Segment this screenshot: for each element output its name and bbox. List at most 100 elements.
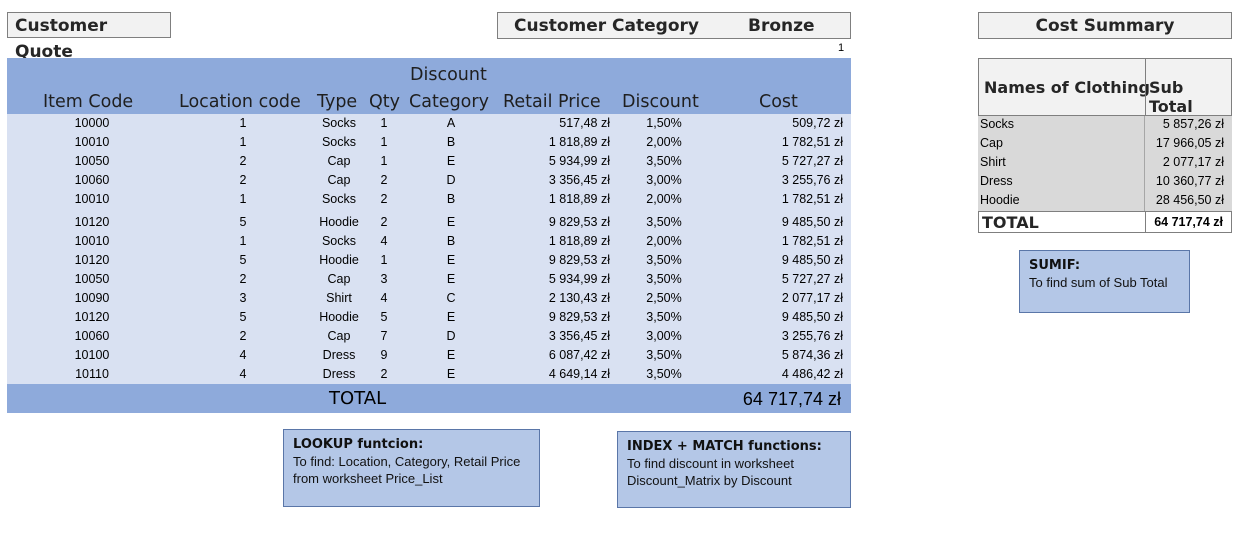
cell-qty[interactable]: 1	[380, 135, 388, 149]
cell-qty[interactable]: 7	[380, 329, 388, 343]
cell-qty[interactable]: 5	[380, 310, 388, 324]
cell-type[interactable]: Socks	[321, 116, 357, 130]
cell-discount[interactable]: 3,00%	[646, 173, 682, 187]
cell-location-code[interactable]: 5	[239, 215, 247, 229]
cell-item-code[interactable]: 10100	[74, 348, 110, 362]
cell-location-code[interactable]: 5	[239, 310, 247, 324]
cell-discount-category[interactable]: B	[446, 135, 456, 149]
cell-location-code[interactable]: 5	[239, 253, 247, 267]
cell-cost[interactable]: 509,72 zł	[792, 116, 843, 130]
cell-cost[interactable]: 9 485,50 zł	[781, 310, 843, 324]
cell-cost[interactable]: 1 782,51 zł	[781, 135, 843, 149]
cell-qty[interactable]: 1	[380, 154, 388, 168]
customer-category-value[interactable]: Bronze	[748, 16, 815, 36]
cell-item-code[interactable]: 10120	[74, 253, 110, 267]
cell-qty[interactable]: 2	[380, 367, 388, 381]
cell-item-code[interactable]: 10010	[74, 135, 110, 149]
cell-discount[interactable]: 2,50%	[646, 291, 682, 305]
summary-total-value[interactable]: 64 717,74 zł	[1154, 215, 1223, 229]
cell-type[interactable]: Cap	[327, 173, 351, 187]
cell-discount-category[interactable]: E	[446, 253, 456, 267]
cell-type[interactable]: Cap	[327, 329, 351, 343]
cell-location-code[interactable]: 3	[239, 291, 247, 305]
cell-discount-category[interactable]: D	[446, 329, 456, 343]
cell-discount-category[interactable]: B	[446, 192, 456, 206]
summary-cell-subtotal[interactable]: 17 966,05 zł	[1155, 136, 1224, 150]
cell-item-code[interactable]: 10060	[74, 329, 110, 343]
cell-cost[interactable]: 4 486,42 zł	[781, 367, 843, 381]
cell-item-code[interactable]: 10050	[74, 154, 110, 168]
cell-cost[interactable]: 9 485,50 zł	[781, 215, 843, 229]
cell-cost[interactable]: 3 255,76 zł	[781, 173, 843, 187]
cell-cost[interactable]: 3 255,76 zł	[781, 329, 843, 343]
cell-cost[interactable]: 5 727,27 zł	[781, 154, 843, 168]
cell-item-code[interactable]: 10120	[74, 310, 110, 324]
cell-location-code[interactable]: 4	[239, 348, 247, 362]
cell-retail-price[interactable]: 3 356,45 zł	[548, 329, 610, 343]
cell-discount-category[interactable]: A	[446, 116, 456, 130]
cell-location-code[interactable]: 1	[239, 135, 247, 149]
cell-item-code[interactable]: 10060	[74, 173, 110, 187]
note-lookup-function[interactable]: LOOKUP funtcion: To find: Location, Cate…	[283, 429, 540, 507]
summary-cell-name[interactable]: Dress	[980, 174, 1013, 188]
cell-type[interactable]: Socks	[321, 135, 357, 149]
cell-type[interactable]: Hoodie	[319, 215, 359, 229]
cell-discount[interactable]: 3,00%	[646, 329, 682, 343]
cell-retail-price[interactable]: 9 829,53 zł	[548, 310, 610, 324]
summary-cell-subtotal[interactable]: 2 077,17 zł	[1162, 155, 1224, 169]
cell-retail-price[interactable]: 1 818,89 zł	[548, 135, 610, 149]
cell-retail-price[interactable]: 4 649,14 zł	[548, 367, 610, 381]
cell-location-code[interactable]: 1	[239, 116, 247, 130]
cell-location-code[interactable]: 1	[239, 234, 247, 248]
quote-total-value[interactable]: 64 717,74 zł	[742, 389, 841, 409]
cell-retail-price[interactable]: 517,48 zł	[559, 116, 610, 130]
cell-location-code[interactable]: 2	[239, 329, 247, 343]
cell-location-code[interactable]: 4	[239, 367, 247, 381]
cell-cost[interactable]: 9 485,50 zł	[781, 253, 843, 267]
cell-discount-category[interactable]: C	[446, 291, 456, 305]
cell-discount[interactable]: 3,50%	[646, 310, 682, 324]
cell-item-code[interactable]: 10120	[74, 215, 110, 229]
cell-retail-price[interactable]: 3 356,45 zł	[548, 173, 610, 187]
cell-qty[interactable]: 3	[380, 272, 388, 286]
cell-type[interactable]: Hoodie	[319, 253, 359, 267]
cell-item-code[interactable]: 10000	[74, 116, 110, 130]
cell-retail-price[interactable]: 2 130,43 zł	[548, 291, 610, 305]
cell-discount[interactable]: 3,50%	[646, 367, 682, 381]
note-sumif-function[interactable]: SUMIF: To find sum of Sub Total	[1019, 250, 1190, 313]
cell-cost[interactable]: 5 874,36 zł	[781, 348, 843, 362]
cell-cost[interactable]: 5 727,27 zł	[781, 272, 843, 286]
cell-discount[interactable]: 3,50%	[646, 253, 682, 267]
cell-location-code[interactable]: 2	[239, 272, 247, 286]
cell-location-code[interactable]: 2	[239, 173, 247, 187]
cell-discount[interactable]: 3,50%	[646, 215, 682, 229]
cell-retail-price[interactable]: 9 829,53 zł	[548, 253, 610, 267]
cell-cost[interactable]: 2 077,17 zł	[781, 291, 843, 305]
cell-qty[interactable]: 2	[380, 192, 388, 206]
summary-cell-name[interactable]: Shirt	[980, 155, 1006, 169]
cell-qty[interactable]: 4	[380, 291, 388, 305]
note-index-match-functions[interactable]: INDEX + MATCH functions: To find discoun…	[617, 431, 851, 508]
cell-discount-category[interactable]: B	[446, 234, 456, 248]
cell-type[interactable]: Dress	[322, 367, 356, 381]
cell-discount-category[interactable]: D	[446, 173, 456, 187]
cell-discount[interactable]: 2,00%	[646, 135, 682, 149]
cell-qty[interactable]: 2	[380, 215, 388, 229]
cell-item-code[interactable]: 10110	[75, 367, 109, 381]
cell-location-code[interactable]: 2	[239, 154, 247, 168]
cell-type[interactable]: Cap	[327, 154, 351, 168]
cell-discount[interactable]: 2,00%	[646, 192, 682, 206]
cell-discount[interactable]: 3,50%	[646, 348, 682, 362]
cell-discount-category[interactable]: E	[446, 367, 456, 381]
cell-type[interactable]: Hoodie	[319, 310, 359, 324]
cell-cost[interactable]: 1 782,51 zł	[781, 234, 843, 248]
cell-discount-category[interactable]: E	[446, 154, 456, 168]
cell-discount-category[interactable]: E	[446, 272, 456, 286]
cell-item-code[interactable]: 10090	[74, 291, 110, 305]
cell-retail-price[interactable]: 6 087,42 zł	[548, 348, 610, 362]
cell-qty[interactable]: 2	[380, 173, 388, 187]
cell-type[interactable]: Socks	[321, 234, 357, 248]
cell-retail-price[interactable]: 1 818,89 zł	[548, 234, 610, 248]
summary-cell-name[interactable]: Socks	[980, 117, 1015, 131]
cell-discount-category[interactable]: E	[446, 348, 456, 362]
